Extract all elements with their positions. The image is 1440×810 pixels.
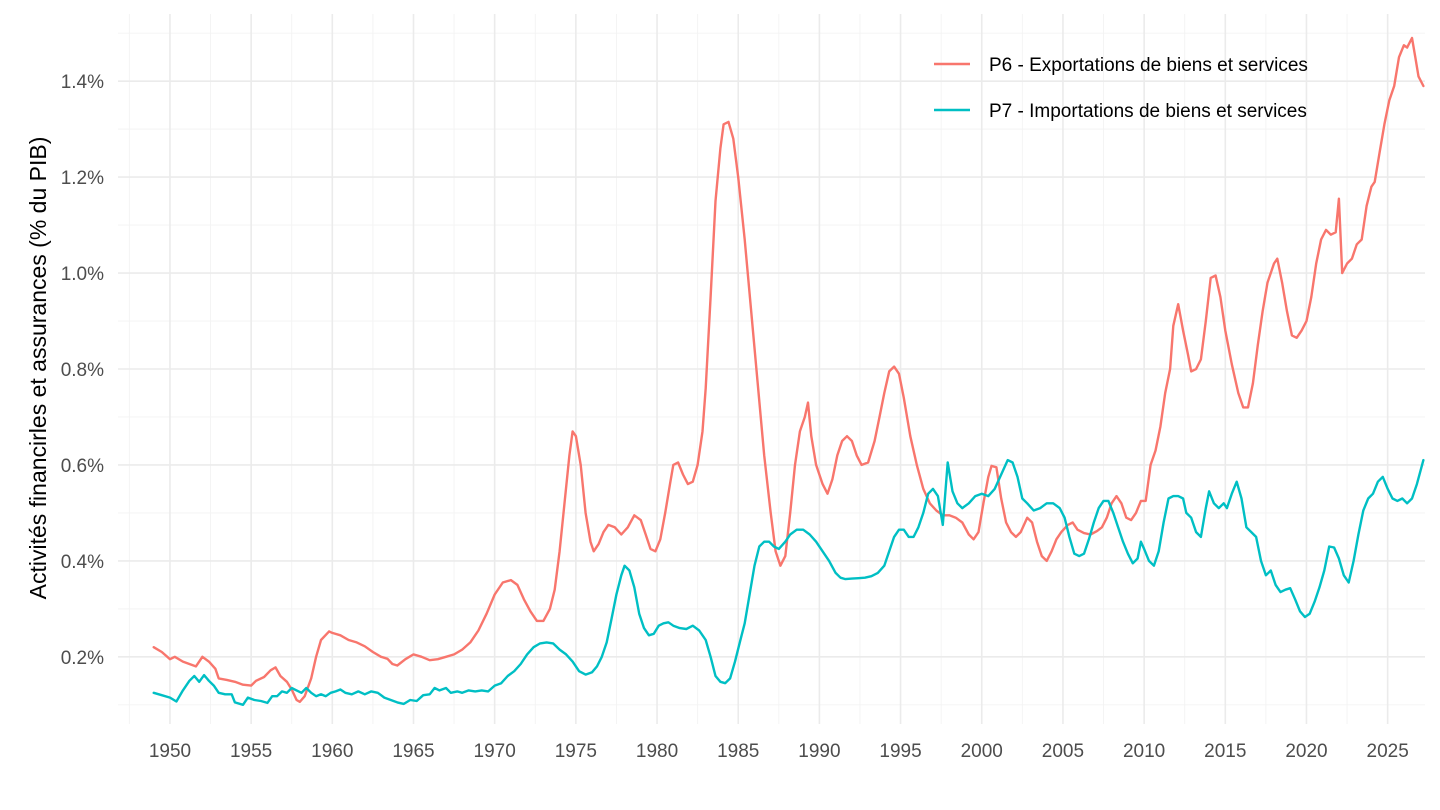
x-tick-label: 1975 bbox=[555, 741, 597, 762]
legend-label-exports: P6 - Exportations de biens et services bbox=[989, 55, 1308, 76]
x-tick-label: 1960 bbox=[311, 741, 353, 762]
x-tick-label: 2010 bbox=[1123, 741, 1165, 762]
x-tick-label: 2025 bbox=[1367, 741, 1409, 762]
series-line-exports bbox=[152, 36, 1425, 704]
series-line-imports bbox=[152, 458, 1425, 706]
x-tick-label: 2000 bbox=[961, 741, 1003, 762]
x-tick-label: 1990 bbox=[798, 741, 840, 762]
legend-label-imports: P7 - Importations de biens et services bbox=[989, 101, 1307, 122]
minor-gridlines-y bbox=[118, 32, 1425, 706]
x-axis-tick-labels: 1950 1955 1960 1965 1970 1975 1980 1985 1990 1995… bbox=[149, 741, 1409, 762]
major-gridlines-y bbox=[118, 80, 1425, 658]
x-tick-label: 1995 bbox=[879, 741, 921, 762]
x-tick-label: 2005 bbox=[1042, 741, 1084, 762]
y-tick-label: 1.4% bbox=[61, 72, 104, 93]
series-layer bbox=[152, 36, 1425, 706]
y-tick-label: 0.2% bbox=[61, 648, 104, 669]
y-axis-tick-labels: 0.2% 0.4% 0.6% 0.8% 1.0% 1.2% 1.4% bbox=[61, 72, 104, 669]
x-tick-label: 1950 bbox=[149, 741, 191, 762]
x-tick-label: 1980 bbox=[636, 741, 678, 762]
y-tick-label: 0.4% bbox=[61, 552, 104, 573]
x-tick-label: 2020 bbox=[1285, 741, 1327, 762]
x-tick-label: 1970 bbox=[474, 741, 516, 762]
y-tick-label: 1.2% bbox=[61, 168, 104, 189]
x-tick-label: 1965 bbox=[392, 741, 434, 762]
y-tick-label: 0.8% bbox=[61, 360, 104, 381]
legend: P6 - Exportations de biens et services P7… bbox=[934, 55, 1308, 122]
y-tick-label: 0.6% bbox=[61, 456, 104, 477]
x-tick-label: 1955 bbox=[230, 741, 272, 762]
y-tick-label: 1.0% bbox=[61, 264, 104, 285]
x-tick-label: 1985 bbox=[717, 741, 759, 762]
x-tick-label: 2015 bbox=[1204, 741, 1246, 762]
y-axis-title: Activités financirles et assurances (% d… bbox=[25, 137, 51, 600]
